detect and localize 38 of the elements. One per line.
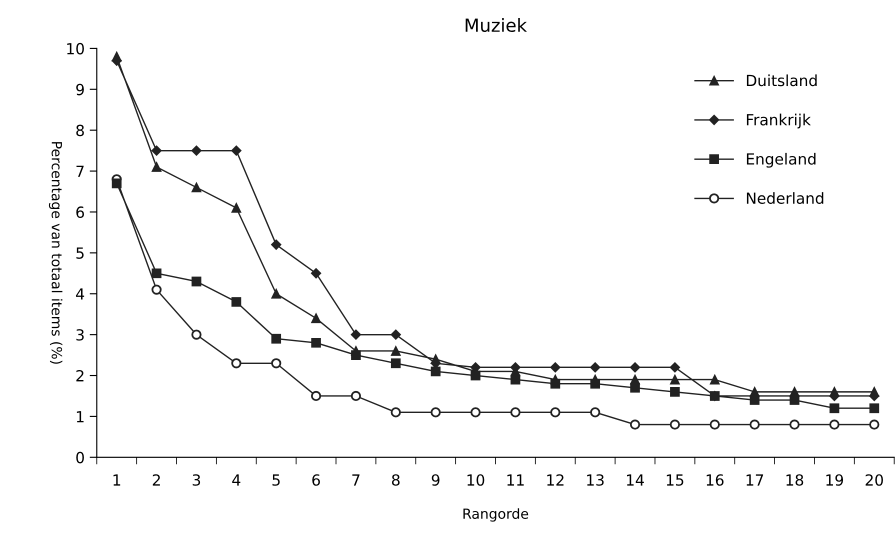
legend-label: Engeland [746, 152, 816, 168]
x-tick-label: 3 [192, 474, 200, 486]
x-tick-label: 7 [352, 474, 360, 486]
x-tick-label: 14 [627, 474, 644, 486]
y-tick-label: 1 [76, 411, 84, 422]
y-tick-label: 4 [76, 288, 84, 300]
y-tick-label: 7 [76, 166, 84, 177]
x-tick-label: 6 [312, 474, 320, 486]
legend-label: Duitsland [746, 74, 817, 86]
x-tick-label: 16 [706, 474, 724, 486]
x-tick-label: 9 [432, 474, 440, 486]
y-tick-label: 0 [76, 452, 84, 464]
y-tick-label: 2 [76, 370, 84, 382]
x-tick-label: 20 [866, 474, 883, 486]
y-tick-label: 6 [76, 206, 84, 218]
x-tick-label: 8 [392, 474, 400, 486]
x-tick-label: 10 [468, 474, 484, 486]
x-tick-label: 19 [826, 474, 844, 486]
x-tick-label: 5 [272, 474, 280, 486]
x-tick-label: 2 [152, 474, 160, 486]
x-axis-title: Rangorde [463, 508, 528, 522]
chart-title: Muziek [466, 18, 527, 32]
legend-label: Nederland [746, 192, 824, 204]
y-tick-label: 9 [76, 84, 84, 96]
x-tick-label: 17 [746, 474, 764, 486]
y-axis-title: Percentage van totaal items (%) [48, 142, 62, 364]
y-tick-label: 10 [67, 42, 84, 54]
legend-label: Frankrijk [746, 114, 811, 128]
x-tick-label: 13 [587, 474, 604, 486]
x-tick-label: 15 [666, 474, 684, 486]
y-tick-label: 3 [76, 329, 84, 341]
y-tick-label: 5 [76, 248, 84, 259]
x-tick-label: 4 [232, 474, 240, 486]
x-tick-label: 1 [114, 474, 120, 486]
y-tick-label: 8 [76, 124, 84, 136]
x-tick-label: 12 [547, 474, 564, 486]
x-tick-label: 18 [786, 474, 804, 486]
x-tick-label: 11 [507, 474, 524, 486]
